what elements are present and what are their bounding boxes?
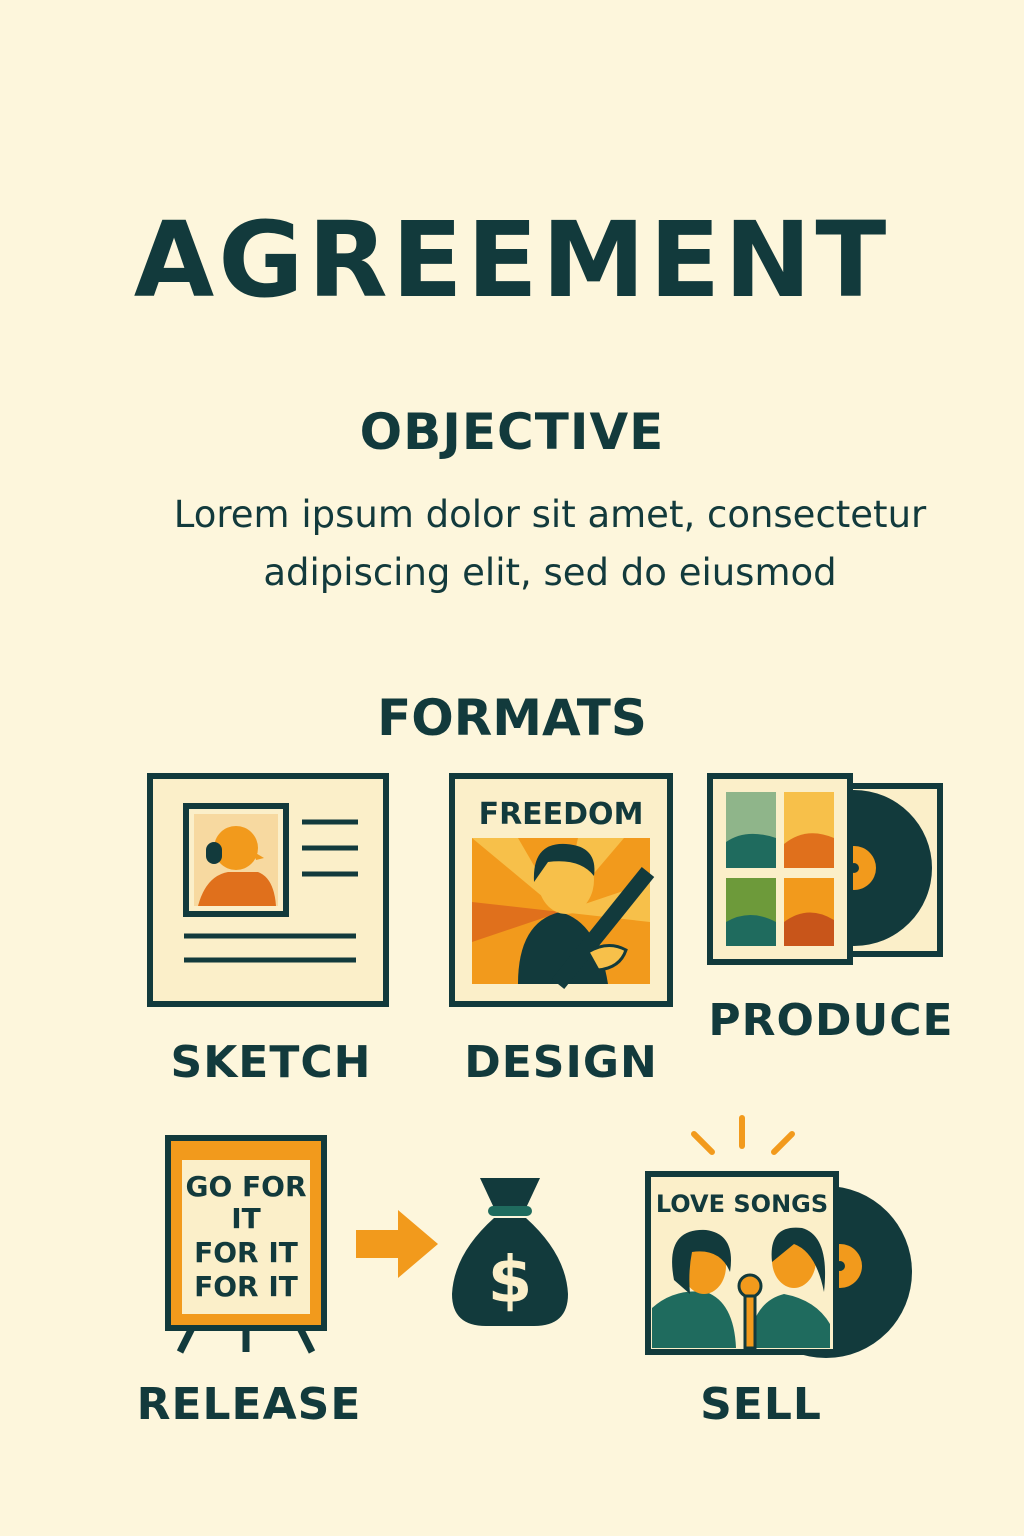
objective-heading: OBJECTIVE [359, 403, 665, 461]
step-label-sketch: SKETCH [170, 1037, 372, 1088]
poster-text: FREEDOM [479, 797, 644, 832]
arrow-right-icon [356, 1210, 438, 1278]
sketch-card-icon [147, 773, 389, 1007]
page-title: AGREEMENT [133, 199, 891, 321]
money-symbol: $ [488, 1244, 533, 1318]
formats-heading: FORMATS [377, 689, 647, 747]
money-bag-icon: $ [452, 1178, 568, 1326]
album-vinyl-icon [707, 773, 943, 965]
sign-line-2: IT [231, 1202, 261, 1235]
album-title: LOVE SONGS [656, 1190, 828, 1218]
sign-board-icon: GO FOR IT FOR IT FOR IT [165, 1135, 327, 1354]
step-label-sell: SELL [700, 1379, 822, 1430]
step-label-produce: PRODUCE [708, 995, 954, 1046]
step-label-release: RELEASE [136, 1379, 362, 1430]
objective-line-2: adipiscing elit, sed do eiusmod [263, 551, 837, 594]
step-label-design: DESIGN [464, 1037, 658, 1088]
objective-text: Lorem ipsum dolor sit amet, consectetur … [100, 486, 1000, 602]
freedom-poster-icon: FREEDOM [449, 773, 673, 1007]
love-songs-album-icon: LOVE SONGS [645, 1115, 912, 1358]
sign-line-4: FOR IT [194, 1270, 298, 1303]
objective-line-1: Lorem ipsum dolor sit amet, consectetur [173, 493, 927, 536]
sign-line-3: FOR IT [194, 1236, 298, 1269]
sign-line-1: GO FOR [185, 1170, 306, 1203]
